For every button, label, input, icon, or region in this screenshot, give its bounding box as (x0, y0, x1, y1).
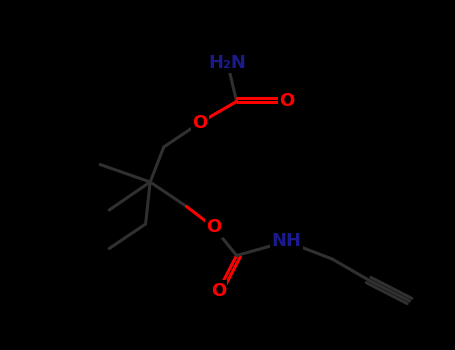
Text: O: O (211, 281, 226, 300)
Text: O: O (279, 92, 294, 111)
Text: H₂N: H₂N (208, 54, 247, 72)
Text: O: O (206, 218, 222, 237)
Text: O: O (192, 113, 208, 132)
Text: NH: NH (272, 232, 302, 251)
